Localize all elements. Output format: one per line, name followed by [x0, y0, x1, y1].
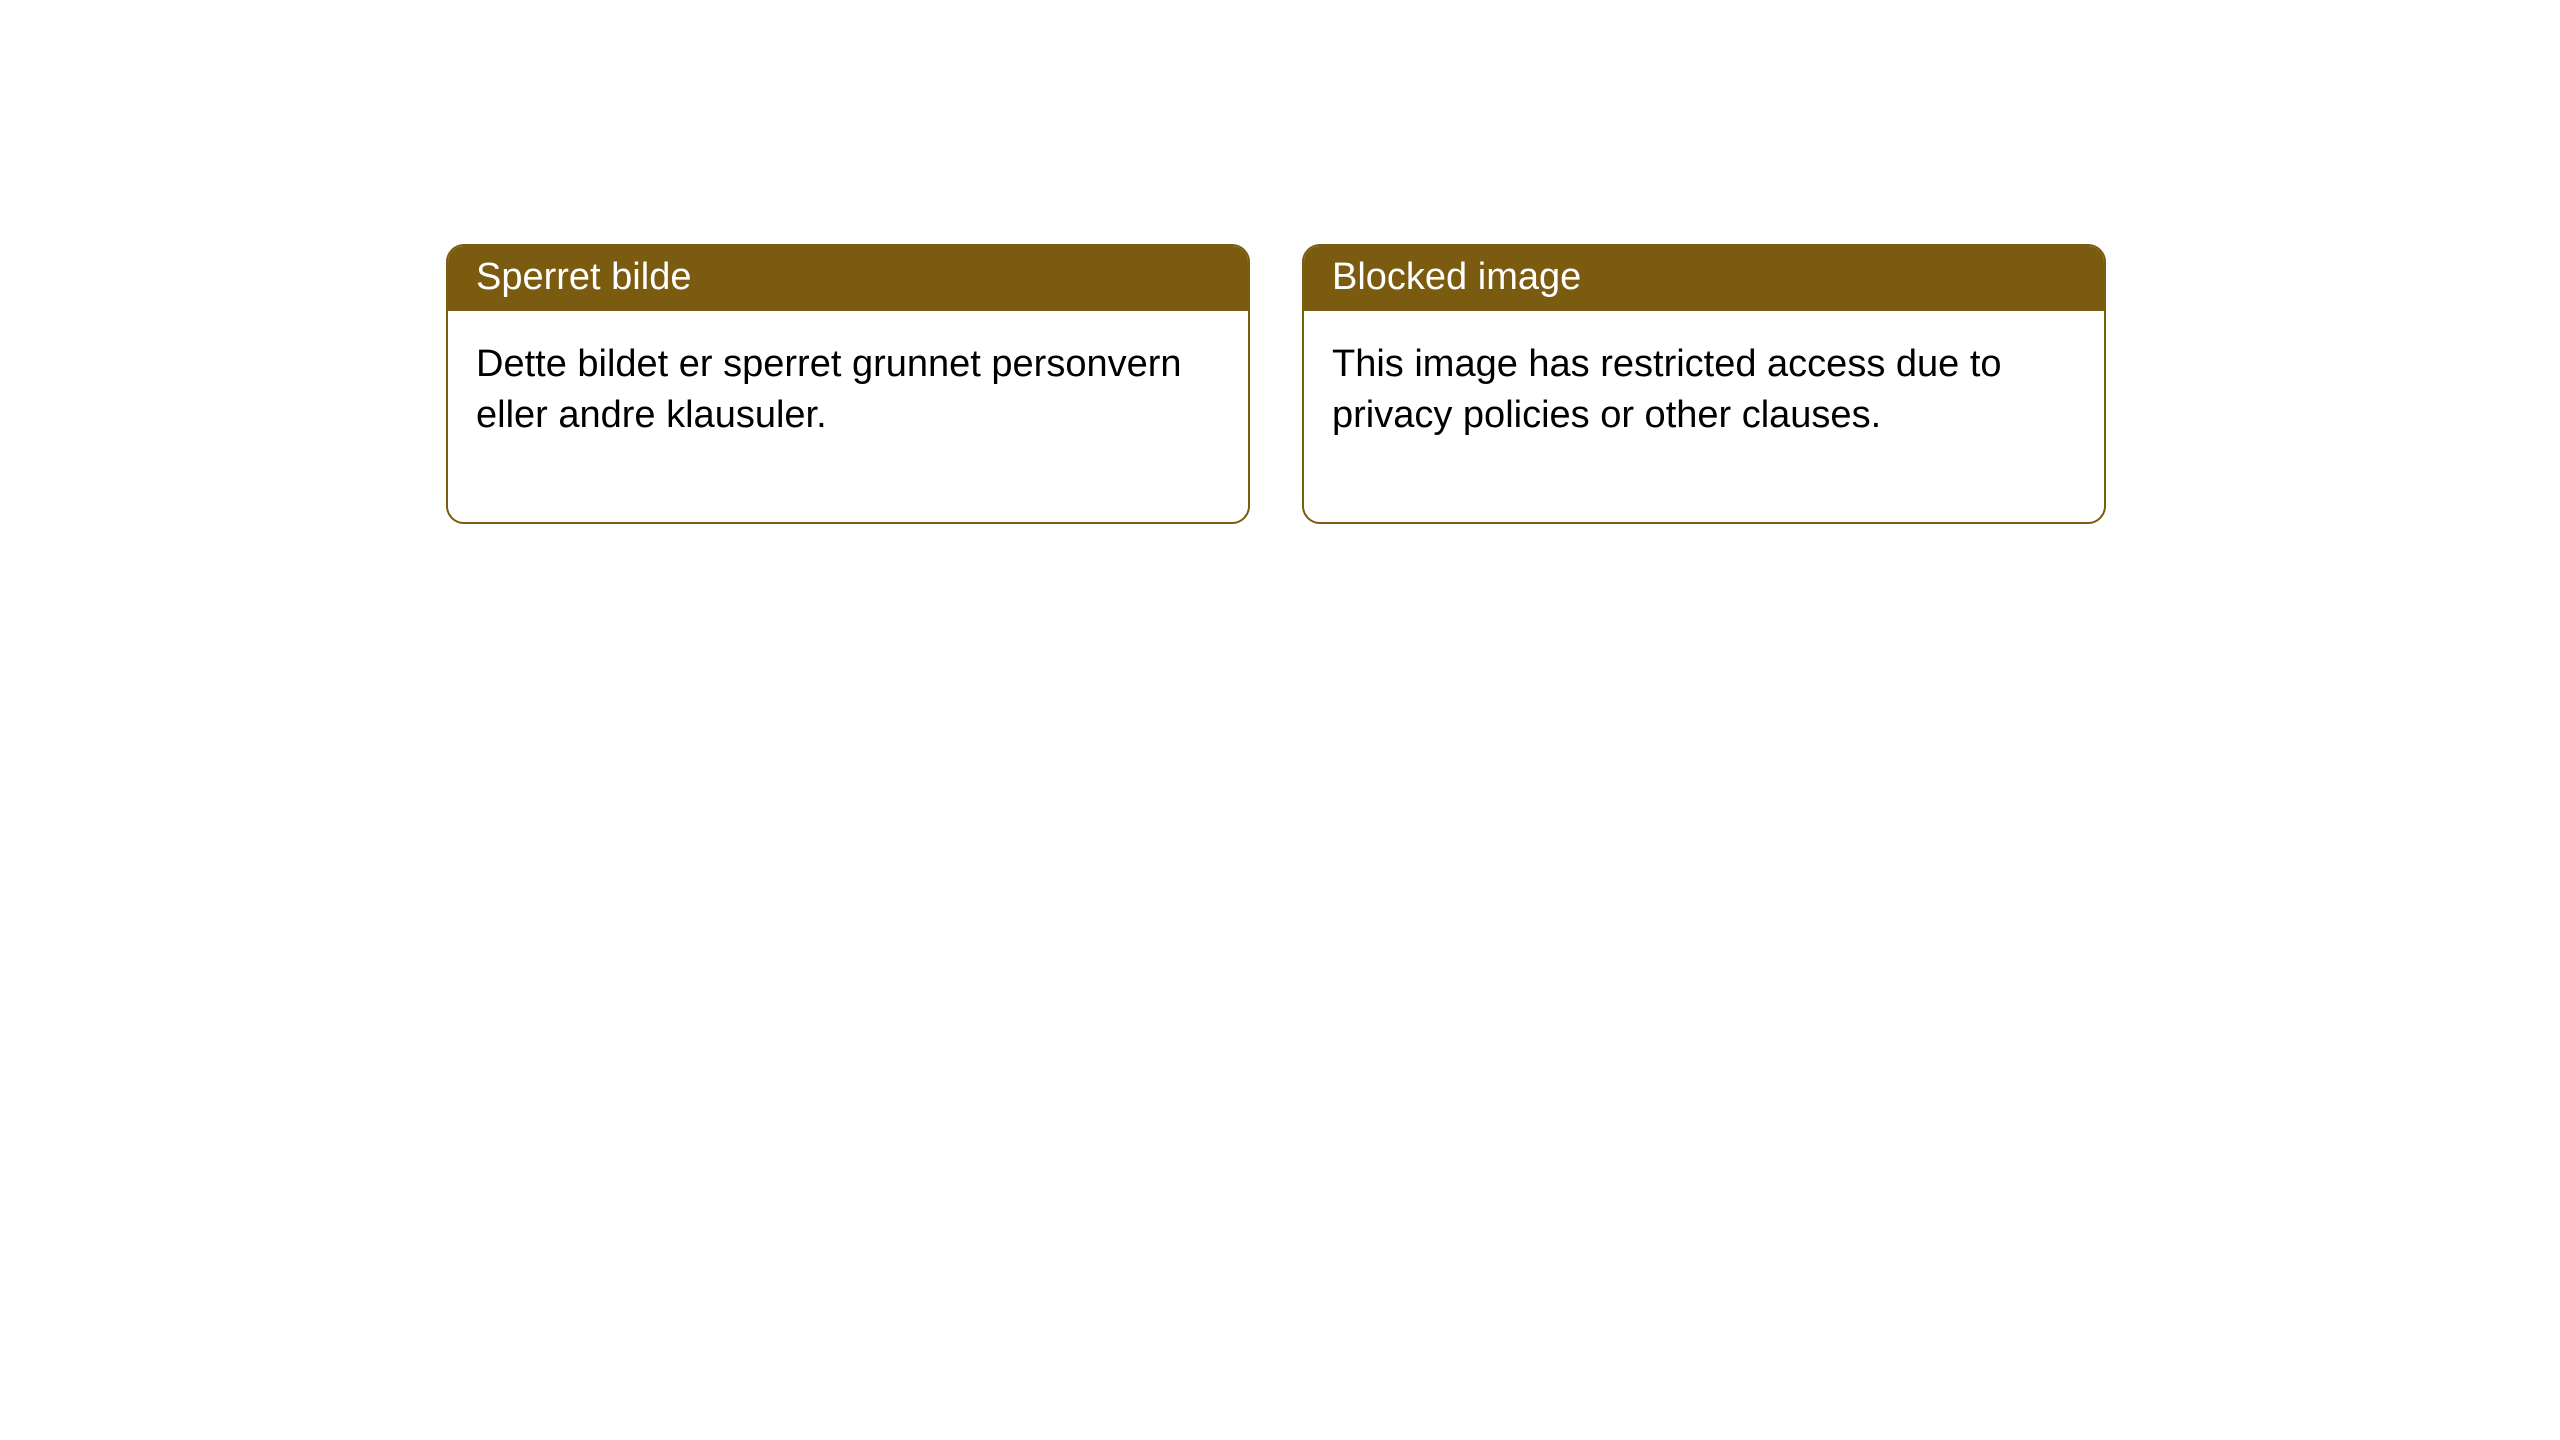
- notice-body-norwegian: Dette bildet er sperret grunnet personve…: [476, 343, 1182, 436]
- notice-card-english: Blocked image This image has restricted …: [1302, 244, 2106, 524]
- notice-card-header: Blocked image: [1304, 246, 2104, 311]
- notice-card-header: Sperret bilde: [448, 246, 1248, 311]
- notice-title-english: Blocked image: [1332, 256, 1581, 298]
- notice-card-body: Dette bildet er sperret grunnet personve…: [448, 311, 1248, 522]
- notice-body-english: This image has restricted access due to …: [1332, 343, 2002, 436]
- notice-cards-container: Sperret bilde Dette bildet er sperret gr…: [0, 0, 2560, 524]
- notice-card-body: This image has restricted access due to …: [1304, 311, 2104, 522]
- notice-title-norwegian: Sperret bilde: [476, 256, 691, 298]
- notice-card-norwegian: Sperret bilde Dette bildet er sperret gr…: [446, 244, 1250, 524]
